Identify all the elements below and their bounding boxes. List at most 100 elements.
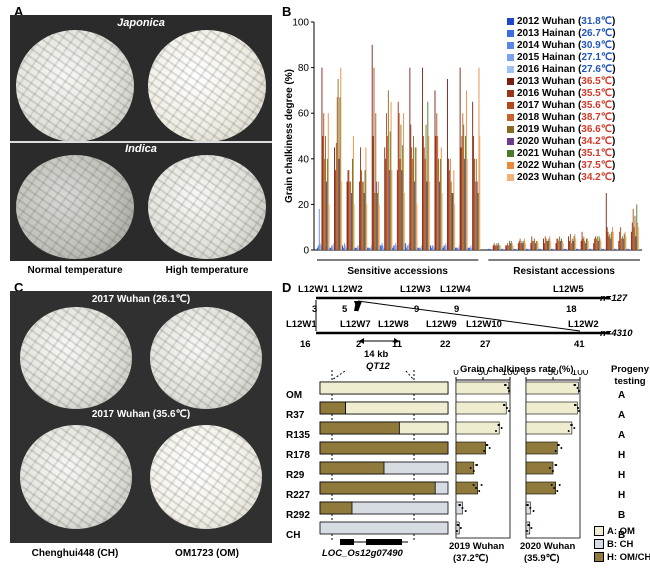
genotype-and-rate-chart: 0 50 100 0 50 100 [319,370,589,545]
legend-swatch [507,113,514,121]
bar-2016-wuhan-acc-21 [581,231,583,250]
bar-2013-wuhan-acc-17 [530,243,532,250]
bar-2016-hainan-acc-7 [395,245,397,250]
bar-2021-wuhan-acc-16 [523,240,525,250]
bar-2021-wuhan-acc-8 [414,147,416,250]
bar-2017-wuhan-acc-23 [607,231,609,250]
bar-2020-wuhan-acc-9 [426,181,428,250]
panel-c-letter: C [14,280,24,295]
map1-count-1: 3 [312,304,318,315]
bar-2013-wuhan-acc-7 [396,170,398,250]
bar-2018-wuhan-acc-9 [424,158,426,250]
bar-2015-hainan-acc-13 [470,245,472,250]
bar-2022-wuhan-acc-8 [415,147,417,250]
legend-close: ) [611,160,616,171]
bar-2016-hainan-acc-18 [542,248,544,250]
panel-a-letter: A [14,4,24,19]
bar-2016-hainan-acc-13 [471,247,473,250]
map2-marker-3: L12W8 [378,319,409,330]
bar-2019-wuhan-acc-2 [337,79,339,250]
legend-close: ) [612,28,616,39]
bar-2020-wuhan-acc-10 [439,181,440,250]
bar-2013-wuhan-acc-18 [543,238,544,250]
bar-2018-wuhan-acc-25 [633,227,635,250]
bar-2020-wuhan-acc-24 [622,238,624,250]
bar-2016-wuhan-acc-16 [518,240,520,250]
bar-2018-wuhan-acc-8 [412,158,414,250]
bar-2019-wuhan-acc-23 [609,234,611,250]
bar-2022-wuhan-acc-10 [440,147,442,250]
rate-point [480,484,483,486]
rate-point [550,484,553,486]
om-high-grains [150,425,262,529]
bar-2017-wuhan-acc-6 [386,113,387,250]
bar-2022-wuhan-acc-20 [574,234,576,250]
rate-point [472,484,475,486]
condition-2019-temp: (37.2℃) [453,553,489,564]
bar-2015-hainan-acc-23 [604,248,605,250]
bar-2016-wuhan-acc-20 [569,240,570,250]
rate-point [476,464,479,466]
rate-bar-2020-r29 [525,461,554,475]
bar-2018-wuhan-acc-1 [324,158,326,250]
bar-2013-wuhan-acc-1 [321,67,323,250]
bar-2021-wuhan-acc-23 [611,231,613,250]
genotype-om-segment [319,401,347,415]
bar-2012-wuhan-acc-2 [329,247,331,250]
bar-2014-wuhan-acc-2 [331,245,333,250]
y-tick-label: 100 [292,18,309,29]
bar-2019-wuhan-acc-3 [350,181,352,250]
bar-2014-wuhan-acc-16 [515,248,517,250]
bar-2014-wuhan-acc-22 [590,248,592,250]
bar-2013-wuhan-acc-25 [630,231,632,250]
y-axis-label: Grain chalkiness degree (%) [284,69,295,203]
bar-2021-wuhan-acc-21 [586,238,587,250]
bar-2017-wuhan-acc-5 [373,67,375,250]
genotype-legend-text: A: OM [607,526,635,537]
genotype-om-segment [319,461,385,475]
bar-2014-wuhan-acc-24 [615,248,617,250]
bar-2013-wuhan-acc-12 [459,67,461,250]
legend-item: 2013 Hainan (26.7℃) [507,28,616,39]
bar-2022-wuhan-acc-9 [428,136,430,250]
rate-bar-2019-r37 [455,401,507,415]
bar-2022-wuhan-acc-16 [524,238,526,250]
bar-2016-wuhan-acc-3 [347,170,349,250]
label-normal-temperature: Normal temperature [27,265,123,276]
map1-marker-1: L12W1 [298,284,329,295]
bar-2019-wuhan-acc-9 [425,124,427,250]
bar-2015-hainan-acc-15 [503,248,505,250]
legend-close: ) [611,172,616,183]
bar-2022-wuhan-acc-2 [340,67,342,250]
bar-2014-wuhan-acc-19 [552,248,554,250]
legend-swatch [507,65,514,73]
bar-2015-hainan-acc-8 [407,245,409,250]
legend-item: 2022 Wuhan (37.5℃) [507,160,615,171]
legend-name: 2022 Wuhan ( [517,160,582,171]
condition-2019: 2019 Wuhan [449,541,505,552]
map1-marker-3: L12W3 [400,284,431,295]
bar-2020-wuhan-acc-25 [635,236,637,250]
bar-2018-wuhan-acc-2 [336,97,338,251]
bar-2021-wuhan-acc-22 [598,236,600,250]
bar-2015-hainan-acc-4 [357,245,359,250]
rate-point [554,450,557,452]
ch-high-grains [20,425,132,529]
genotype-legend-item: B: CH [594,539,633,550]
bar-2022-wuhan-acc-15 [511,243,513,250]
bar-2013-hainan-acc-14 [489,248,491,250]
rate-point [457,524,460,526]
bar-2019-wuhan-acc-11 [450,181,452,250]
map2-count-6: 41 [574,339,585,350]
bar-2017-wuhan-acc-4 [360,170,362,250]
bar-2018-wuhan-acc-21 [583,236,585,250]
bar-2017-wuhan-acc-22 [595,236,596,250]
bar-2022-wuhan-acc-1 [327,113,329,250]
bar-2019-wuhan-acc-19 [559,236,561,250]
rate-bar-2019-ch [455,521,460,535]
legend-item: 2023 Wuhan (34.2℃) [507,172,615,183]
rate-point [504,384,507,386]
rate-point [574,404,577,406]
bar-2019-wuhan-acc-20 [571,238,573,250]
bar-2016-hainan-acc-23 [604,248,606,250]
